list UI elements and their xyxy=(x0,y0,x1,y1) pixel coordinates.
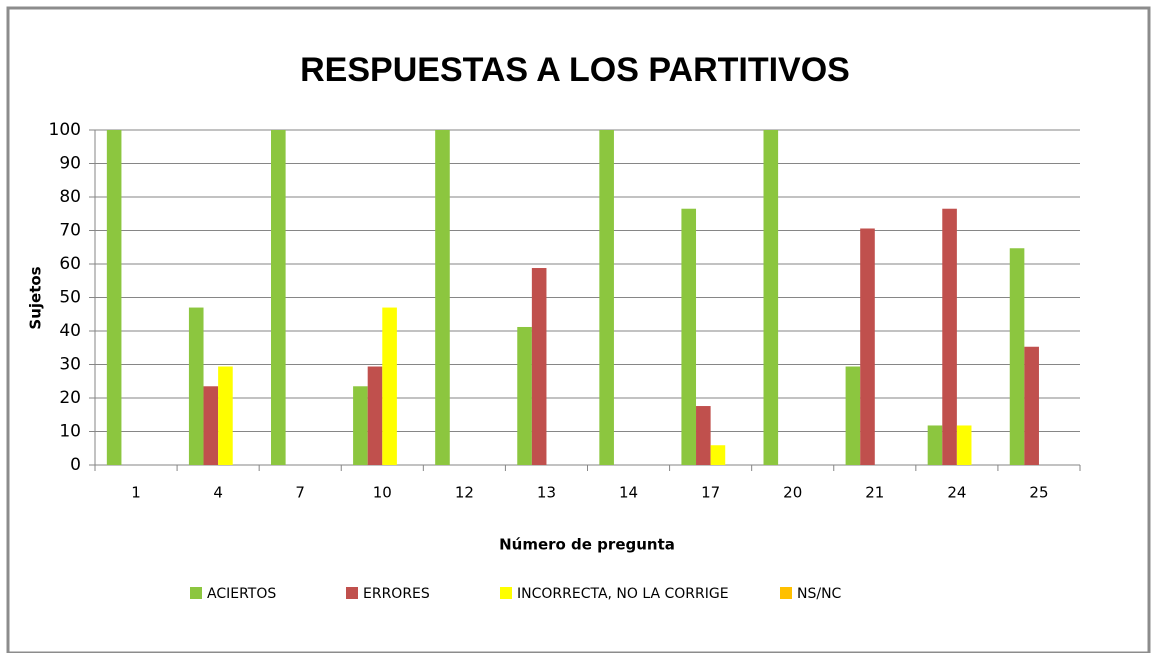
x-tick-label: 21 xyxy=(865,484,884,502)
x-tick-label: 20 xyxy=(783,484,802,502)
legend-label: ERRORES xyxy=(363,586,430,602)
bar xyxy=(367,366,383,465)
x-tick-label: 4 xyxy=(213,484,223,502)
bar xyxy=(382,307,397,465)
x-tick-label: 13 xyxy=(537,484,556,502)
bar xyxy=(188,307,204,465)
y-tick-label: 10 xyxy=(59,422,81,442)
y-tick-label: 30 xyxy=(59,355,81,375)
bar xyxy=(927,425,943,465)
bar xyxy=(599,130,614,465)
legend-swatch xyxy=(190,587,202,599)
x-tick-label: 12 xyxy=(455,484,474,502)
legend-swatch xyxy=(780,587,792,599)
legend-label: INCORRECTA, NO LA CORRIGE xyxy=(517,586,729,602)
bar xyxy=(353,386,368,465)
bar xyxy=(1009,248,1025,465)
bar xyxy=(1024,346,1039,465)
x-tick-label: 25 xyxy=(1029,484,1048,502)
y-axis-label: Sujetos xyxy=(27,266,45,329)
y-tick-label: 0 xyxy=(70,455,81,475)
x-axis-label: Número de pregunta xyxy=(499,536,675,554)
bar xyxy=(942,208,957,465)
bar xyxy=(845,366,861,465)
bar xyxy=(435,130,450,465)
bar xyxy=(517,326,532,465)
bar xyxy=(271,130,286,465)
bar xyxy=(696,406,711,465)
legend-label: ACIERTOS xyxy=(207,586,276,602)
bar xyxy=(860,228,875,465)
y-tick-label: 20 xyxy=(59,388,81,408)
bar xyxy=(710,445,726,465)
bar xyxy=(106,130,122,465)
y-tick-label: 100 xyxy=(49,120,81,140)
bar xyxy=(531,268,547,465)
y-tick-label: 40 xyxy=(59,321,81,341)
y-tick-label: 90 xyxy=(59,154,81,174)
x-tick-label: 17 xyxy=(701,484,720,502)
x-tick-label: 1 xyxy=(131,484,141,502)
bar xyxy=(956,425,972,465)
legend-swatch xyxy=(500,587,512,599)
bar xyxy=(763,130,779,465)
y-tick-label: 70 xyxy=(59,221,81,241)
chart-title: RESPUESTAS A LOS PARTITIVOS xyxy=(300,51,850,89)
y-tick-label: 80 xyxy=(59,187,81,207)
x-tick-label: 24 xyxy=(947,484,966,502)
y-tick-label: 60 xyxy=(59,254,81,274)
legend-swatch xyxy=(346,587,358,599)
bar xyxy=(203,386,219,465)
x-tick-label: 10 xyxy=(373,484,392,502)
x-tick-label: 14 xyxy=(619,484,638,502)
bar xyxy=(218,366,233,465)
bar xyxy=(681,208,697,465)
y-tick-label: 50 xyxy=(59,288,81,308)
legend-label: NS/NC xyxy=(797,586,842,602)
x-tick-label: 7 xyxy=(295,484,305,502)
